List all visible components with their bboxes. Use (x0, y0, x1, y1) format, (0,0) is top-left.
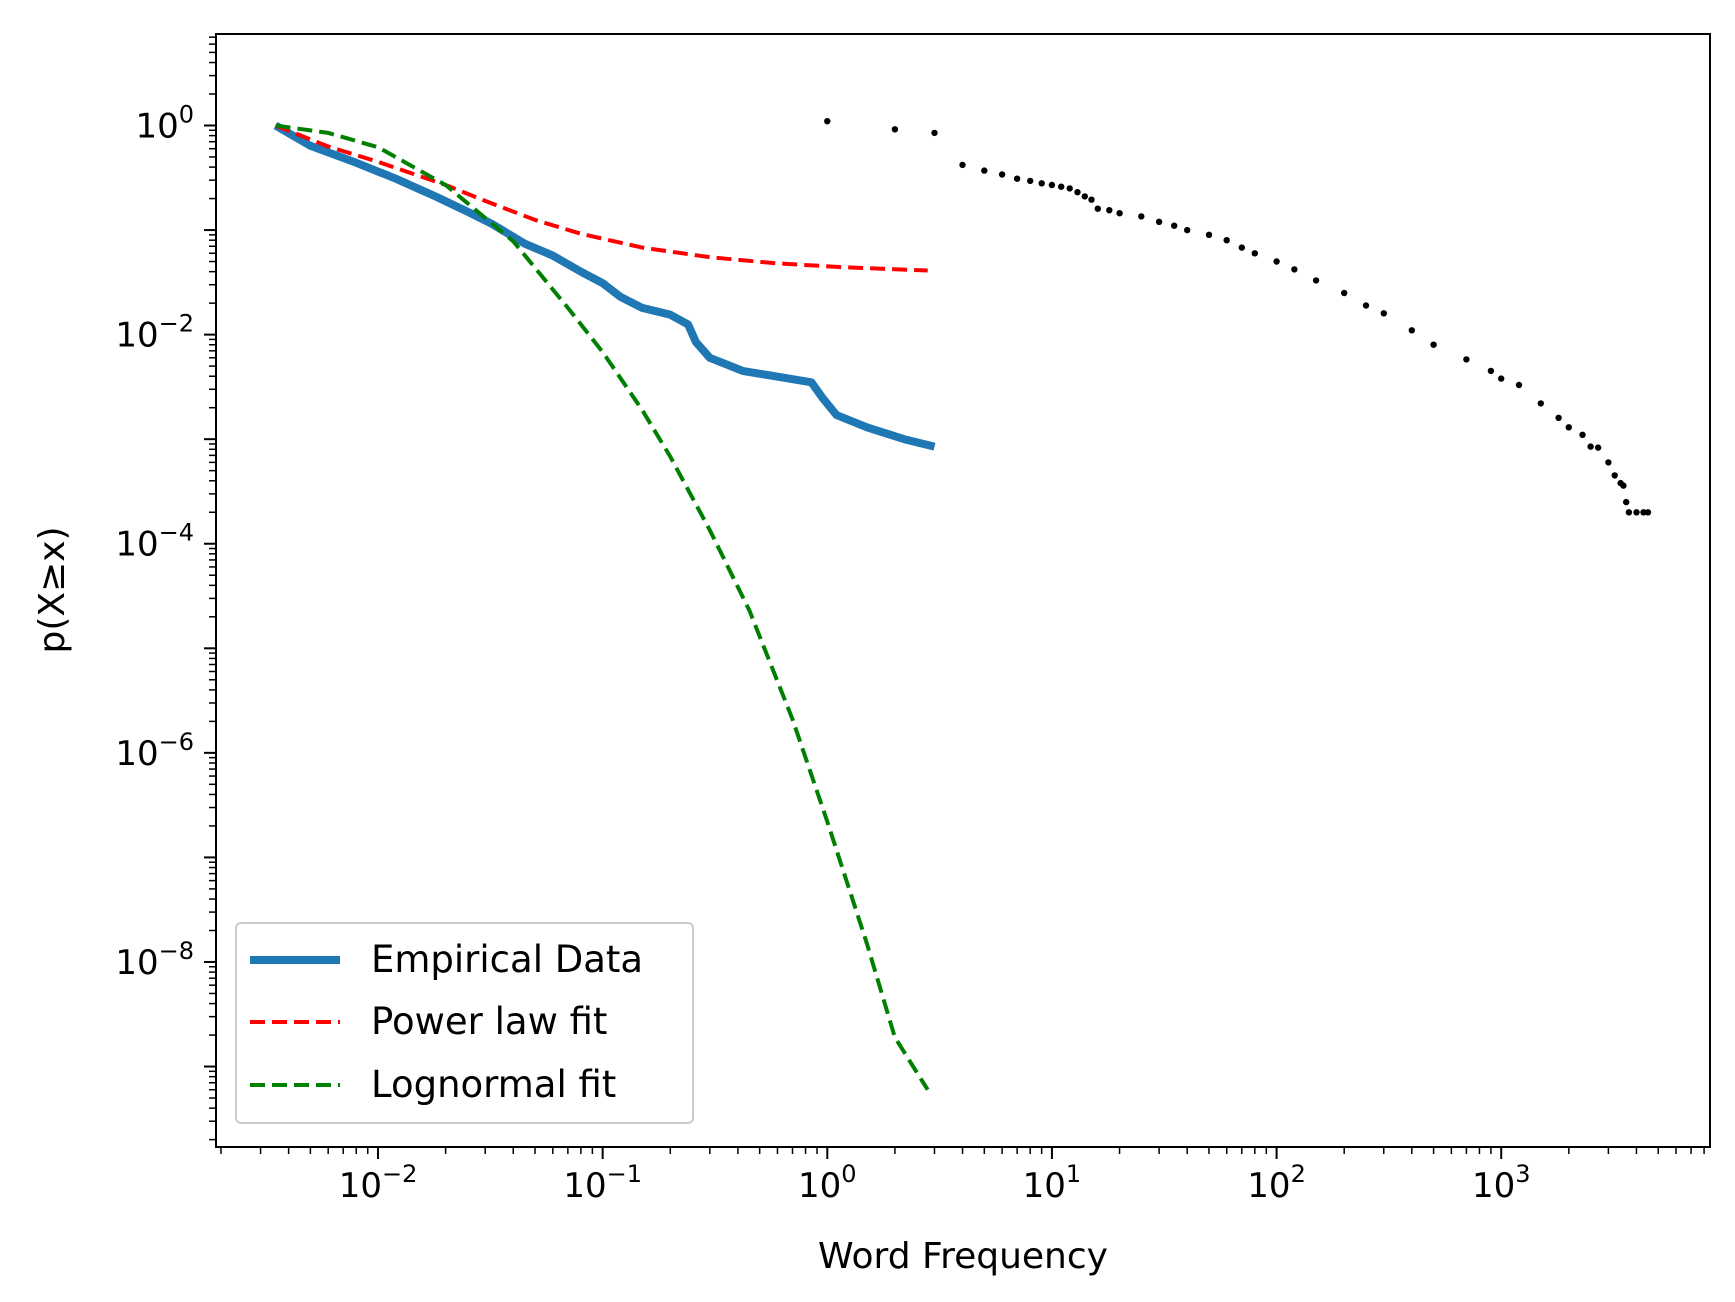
y-axis-label: p(X≥x) (32, 526, 73, 653)
data-point (1081, 193, 1089, 200)
data-point (1038, 180, 1045, 187)
series-unlabeled-points (824, 118, 1652, 516)
data-point (1116, 210, 1123, 217)
data-point (1013, 175, 1021, 182)
data-point (1579, 431, 1586, 438)
x-tick-label: 100 (798, 1160, 857, 1206)
data-point (1088, 196, 1095, 203)
data-point (1291, 266, 1298, 273)
y-tick-label: 10−4 (115, 519, 194, 565)
data-point (1223, 237, 1230, 244)
series-line-lognormal-fit (275, 123, 930, 1091)
y-tick-label: 10−6 (115, 728, 194, 774)
data-point (1273, 258, 1280, 265)
x-axis-label: Word Frequency (818, 1236, 1108, 1277)
data-point (1362, 302, 1370, 309)
data-point (1594, 444, 1602, 451)
data-point (1555, 414, 1562, 421)
series-line-power-law-fit (274, 123, 928, 273)
data-point (931, 129, 938, 137)
data-point (1463, 356, 1470, 363)
legend-label-lognormal: Lognormal fit (371, 1063, 616, 1106)
series-layer (273, 118, 1652, 1091)
x-tick-label: 101 (1023, 1160, 1082, 1206)
y-tick-label: 10−8 (115, 937, 194, 983)
data-point (998, 171, 1006, 178)
x-axis: 10−2 10−1 100 101 102 103 (220, 1147, 1705, 1206)
data-point (1487, 367, 1495, 375)
data-point (1251, 250, 1259, 257)
data-point (1633, 509, 1640, 516)
series-line-empirical-data (273, 122, 936, 451)
data-point (1027, 177, 1034, 185)
data-point (1623, 498, 1630, 506)
data-point (1380, 310, 1388, 317)
data-point (1074, 189, 1081, 196)
data-point (1058, 183, 1065, 190)
x-tick-label: 103 (1472, 1160, 1531, 1206)
data-point (1611, 472, 1618, 479)
data-point (1408, 327, 1416, 334)
data-point (1605, 459, 1612, 466)
legend: Empirical Data Power law fit Lognormal f… (235, 922, 694, 1124)
y-tick-label: 100 (135, 100, 194, 146)
data-point (1565, 424, 1573, 431)
data-point (1184, 226, 1191, 234)
data-point (1205, 231, 1213, 238)
data-point (981, 167, 988, 174)
data-point (1138, 213, 1145, 220)
data-point (1620, 482, 1627, 489)
data-point (1066, 185, 1073, 192)
data-point (1625, 509, 1633, 516)
legend-box (235, 922, 694, 1124)
data-point (824, 118, 831, 125)
data-point (1155, 218, 1163, 225)
legend-label-empirical: Empirical Data (371, 938, 643, 981)
y-tick-label: 10−2 (115, 310, 194, 356)
data-point (1171, 222, 1178, 229)
data-point (1048, 181, 1056, 189)
x-tick-label: 102 (1247, 1160, 1306, 1206)
data-point (1515, 381, 1523, 389)
y-axis: 100 10−2 10−4 10−6 10−8 (115, 36, 216, 1141)
data-point (1498, 375, 1505, 382)
x-tick-label: 10−2 (339, 1160, 418, 1206)
data-point (1644, 509, 1652, 516)
data-point (1341, 289, 1348, 297)
data-point (959, 161, 966, 169)
data-point (1537, 400, 1545, 407)
data-point (1312, 277, 1320, 284)
data-point (891, 126, 899, 133)
data-point (1587, 443, 1594, 450)
data-point (1430, 341, 1437, 348)
data-point (1106, 207, 1113, 214)
data-point (1640, 509, 1647, 516)
legend-label-power-law: Power law fit (371, 1000, 607, 1043)
x-tick-label: 10−1 (563, 1160, 642, 1206)
data-point (1238, 244, 1246, 251)
data-point (1094, 205, 1102, 212)
